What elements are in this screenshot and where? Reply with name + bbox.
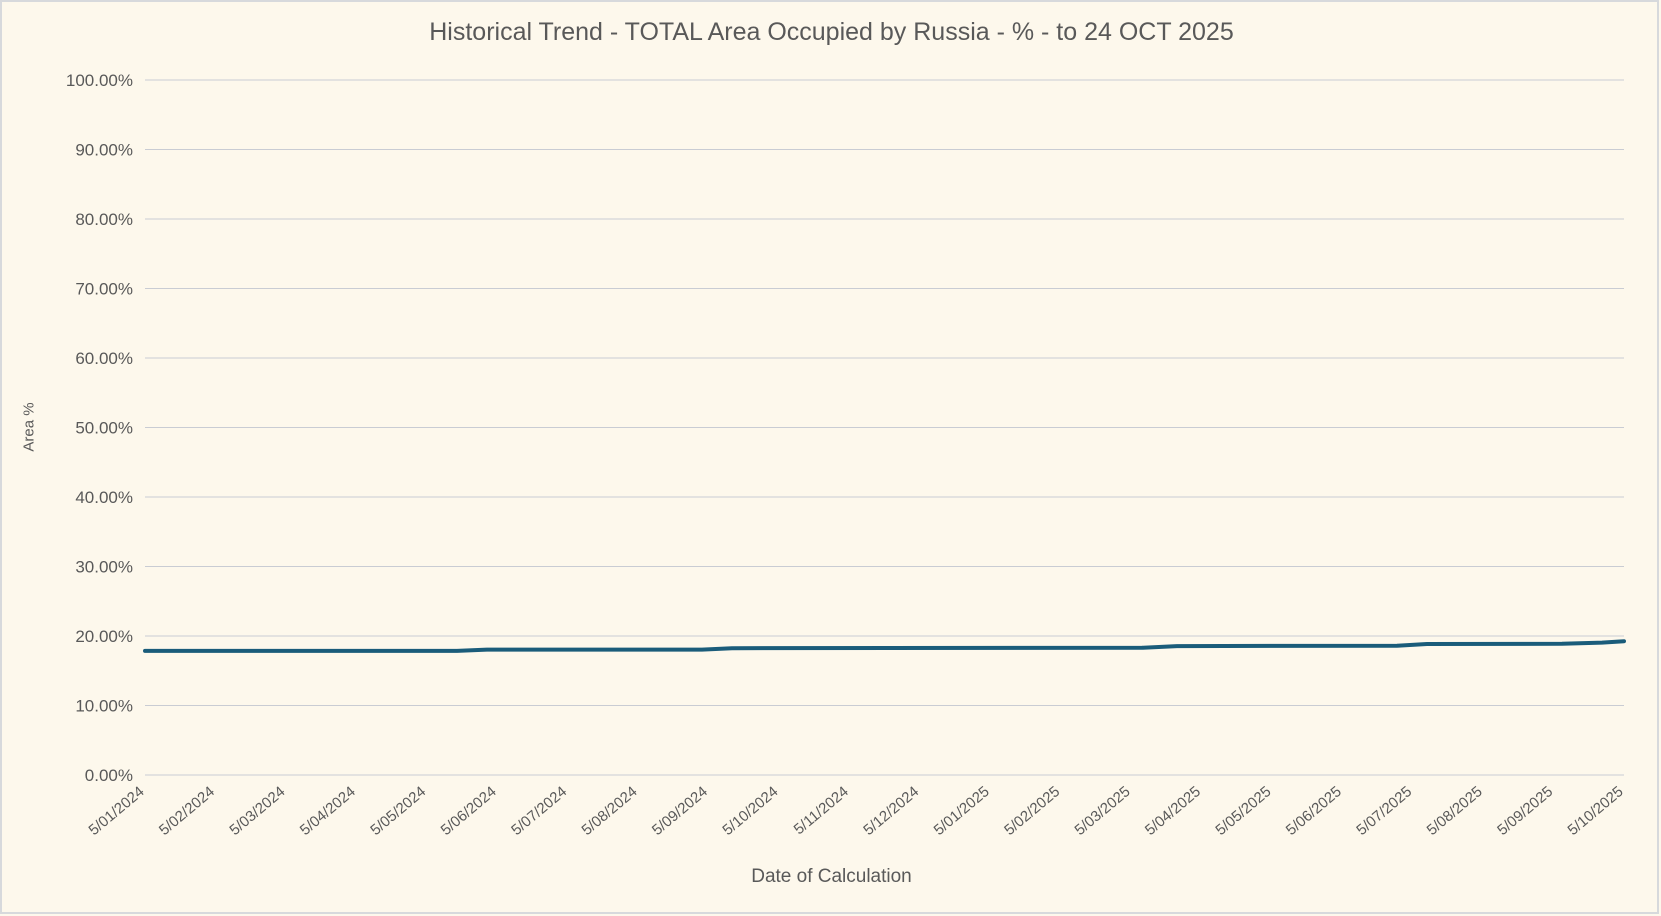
svg-text:0.00%: 0.00% — [85, 766, 133, 785]
svg-text:40.00%: 40.00% — [75, 488, 133, 507]
svg-text:5/01/2025: 5/01/2025 — [931, 783, 993, 839]
svg-text:80.00%: 80.00% — [75, 210, 133, 229]
svg-text:5/06/2025: 5/06/2025 — [1283, 783, 1345, 839]
svg-text:5/08/2024: 5/08/2024 — [579, 783, 641, 839]
svg-text:100.00%: 100.00% — [66, 71, 133, 90]
svg-text:5/04/2025: 5/04/2025 — [1142, 783, 1204, 839]
svg-text:90.00%: 90.00% — [75, 141, 133, 160]
svg-text:5/01/2024: 5/01/2024 — [86, 783, 148, 839]
svg-text:5/05/2024: 5/05/2024 — [367, 783, 429, 839]
svg-text:5/06/2024: 5/06/2024 — [438, 783, 500, 839]
svg-text:5/10/2024: 5/10/2024 — [719, 783, 781, 839]
svg-text:5/09/2025: 5/09/2025 — [1494, 783, 1556, 839]
svg-text:5/03/2025: 5/03/2025 — [1072, 783, 1134, 839]
svg-text:10.00%: 10.00% — [75, 697, 133, 716]
svg-text:5/05/2025: 5/05/2025 — [1212, 783, 1274, 839]
svg-text:30.00%: 30.00% — [75, 558, 133, 577]
svg-text:5/11/2024: 5/11/2024 — [791, 783, 852, 838]
svg-text:5/08/2025: 5/08/2025 — [1424, 783, 1486, 839]
svg-text:70.00%: 70.00% — [75, 280, 133, 299]
svg-text:5/10/2025: 5/10/2025 — [1565, 783, 1627, 839]
svg-text:20.00%: 20.00% — [75, 627, 133, 646]
svg-text:60.00%: 60.00% — [75, 349, 133, 368]
svg-text:5/07/2024: 5/07/2024 — [508, 783, 570, 839]
svg-text:50.00%: 50.00% — [75, 419, 133, 438]
svg-text:5/02/2025: 5/02/2025 — [1001, 783, 1063, 839]
svg-text:5/12/2024: 5/12/2024 — [860, 783, 922, 839]
svg-text:5/09/2024: 5/09/2024 — [649, 783, 711, 839]
svg-text:5/03/2024: 5/03/2024 — [226, 783, 288, 839]
svg-text:5/07/2025: 5/07/2025 — [1353, 783, 1415, 839]
svg-text:5/02/2024: 5/02/2024 — [156, 783, 218, 839]
svg-text:5/04/2024: 5/04/2024 — [297, 783, 359, 839]
